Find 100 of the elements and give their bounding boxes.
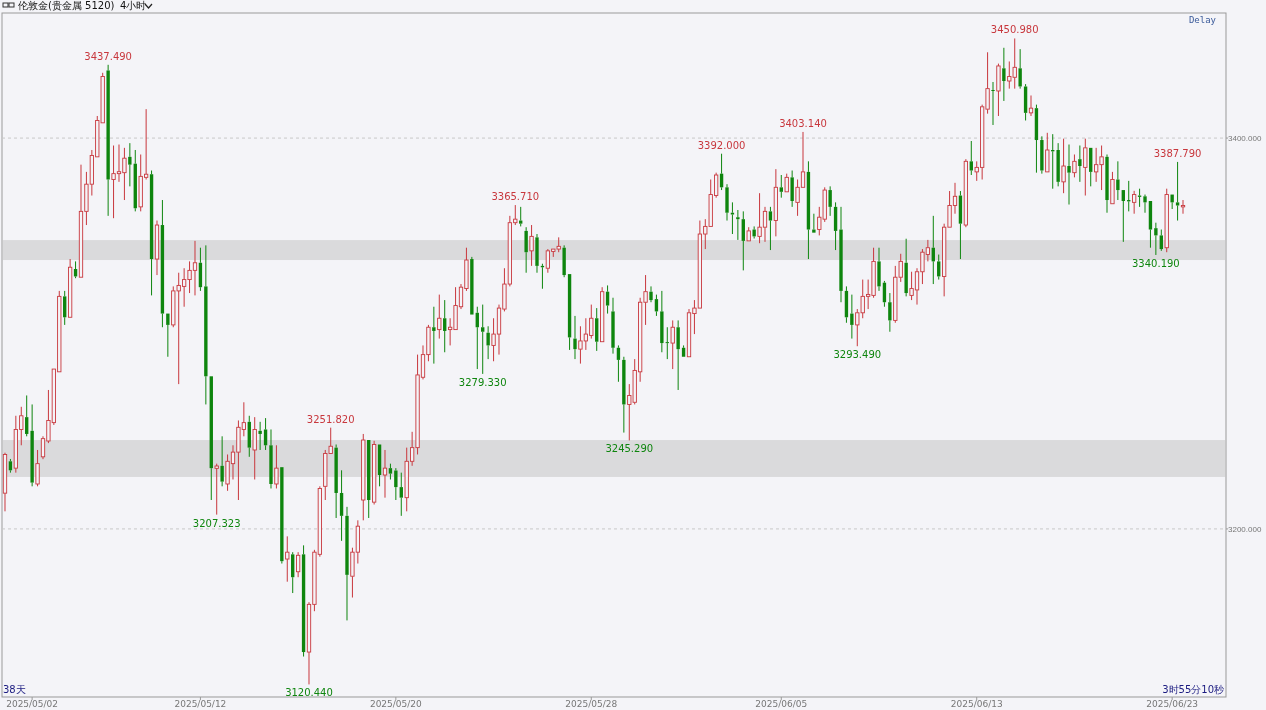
- annotation: 38天: [3, 684, 26, 695]
- candlestick: [562, 244, 566, 278]
- candlestick: [600, 286, 605, 343]
- candlestick: [752, 225, 756, 240]
- annotation: 3437.490: [84, 50, 132, 62]
- chart-title: 伦敦金(贵金属 5120): [18, 0, 115, 11]
- candlestick: [2, 452, 8, 512]
- candlestick: [1116, 160, 1120, 201]
- candlestick: [622, 356, 626, 434]
- candlestick: [68, 258, 73, 318]
- candlestick: [204, 244, 208, 405]
- text: Delay: [1188, 15, 1217, 25]
- chart-subtitle: 4小时: [120, 0, 147, 11]
- candlestick: [1105, 153, 1109, 214]
- candlestick: [850, 294, 854, 340]
- candlestick: [660, 290, 664, 353]
- candlestick: [258, 421, 262, 451]
- candlestick: [839, 206, 843, 303]
- x-tick-label: 2025/05/12: [174, 699, 227, 709]
- candlestick: [535, 233, 539, 274]
- annotation: 3293.490: [833, 349, 882, 361]
- x-tick-label: 2025/05/02: [6, 699, 59, 709]
- candlestick: [1180, 199, 1186, 215]
- x-tick-label: 2025/05/20: [369, 699, 423, 709]
- candlestick: [269, 428, 273, 489]
- candlestick: [736, 209, 740, 241]
- annotation: 3340.190: [1132, 257, 1180, 269]
- candlestick: [339, 469, 344, 542]
- y-tick-label: 3400.000: [1228, 134, 1262, 144]
- candlestick: [296, 551, 301, 578]
- candlestick: [1040, 135, 1044, 175]
- candlestick: [573, 315, 577, 360]
- candlestick: [30, 403, 34, 487]
- y-tick-label: 3200.000: [1228, 524, 1262, 534]
- annotation: 3365.710: [491, 191, 540, 203]
- x-tick-label: 2025/05/28: [565, 699, 618, 709]
- candlestick: [1154, 222, 1158, 256]
- candlestick: [963, 158, 968, 228]
- candlestick: [291, 551, 295, 594]
- candlestick: [106, 64, 110, 217]
- candlestick: [160, 199, 165, 328]
- candlestick: [877, 247, 881, 292]
- annotation: 3450.980: [990, 24, 1039, 36]
- candlestick: [247, 415, 251, 458]
- candlestick: [888, 292, 892, 333]
- candlestick: [741, 210, 745, 271]
- candlestick: [1045, 132, 1050, 173]
- candlestick: [524, 226, 528, 274]
- candlestick: [806, 160, 811, 260]
- annotation: 3207.323: [192, 517, 241, 529]
- candlestick: [263, 417, 268, 451]
- candlestick: [670, 319, 675, 370]
- candlestick: [611, 297, 615, 355]
- candlestick: [1067, 144, 1071, 206]
- candlestick: [372, 440, 377, 505]
- candlestick: [1170, 194, 1174, 210]
- x-tick-label: 2025/06/13: [950, 699, 1003, 709]
- annotation: 3251.820: [306, 413, 355, 425]
- candlestick: [437, 294, 442, 340]
- candlestick: [443, 299, 447, 353]
- candlestick: [63, 290, 67, 326]
- candlestick: [432, 306, 436, 365]
- candlestick: [252, 416, 257, 480]
- candlestick: [345, 506, 349, 621]
- candlestick: [969, 140, 973, 176]
- candlestick: [649, 285, 653, 303]
- candlestick: [382, 449, 388, 499]
- candlestick: [154, 220, 160, 276]
- candlestick: [725, 183, 729, 222]
- candlestick: [1078, 145, 1082, 183]
- candlestick: [1056, 142, 1060, 187]
- x-tick-label: 2025/06/23: [1146, 699, 1199, 709]
- candlestick: [595, 307, 599, 352]
- annotation: 3279.330: [458, 376, 507, 388]
- candlestick: [790, 170, 794, 208]
- candlestick: [486, 325, 490, 360]
- candlestick: [1002, 47, 1006, 102]
- candlestick: [773, 168, 778, 237]
- candlestick: [665, 326, 669, 360]
- candlestick: [1061, 138, 1066, 194]
- candlestick: [1018, 48, 1022, 90]
- candlestick: [768, 206, 773, 251]
- candlestick: [399, 472, 403, 517]
- annotation: 3时55分10秒: [1162, 684, 1224, 695]
- annotation: 3245.290: [605, 443, 654, 455]
- annotation: 3120.440: [285, 687, 333, 699]
- candlestick: [481, 304, 485, 375]
- annotation: 3392.000: [697, 139, 746, 151]
- x-tick-label: 2025/06/05: [755, 699, 808, 709]
- candlestick: [1148, 201, 1153, 249]
- candlestick: [394, 467, 398, 501]
- candlestick: [676, 319, 680, 391]
- candlestick: [285, 535, 290, 583]
- candlestick: [812, 213, 816, 233]
- candlestick: [828, 185, 832, 217]
- candlestick: [470, 256, 474, 315]
- annotation: 3387.790: [1153, 147, 1202, 159]
- annotation: 3403.140: [779, 117, 827, 129]
- candlestick: [8, 458, 13, 474]
- candlestick: [334, 444, 338, 519]
